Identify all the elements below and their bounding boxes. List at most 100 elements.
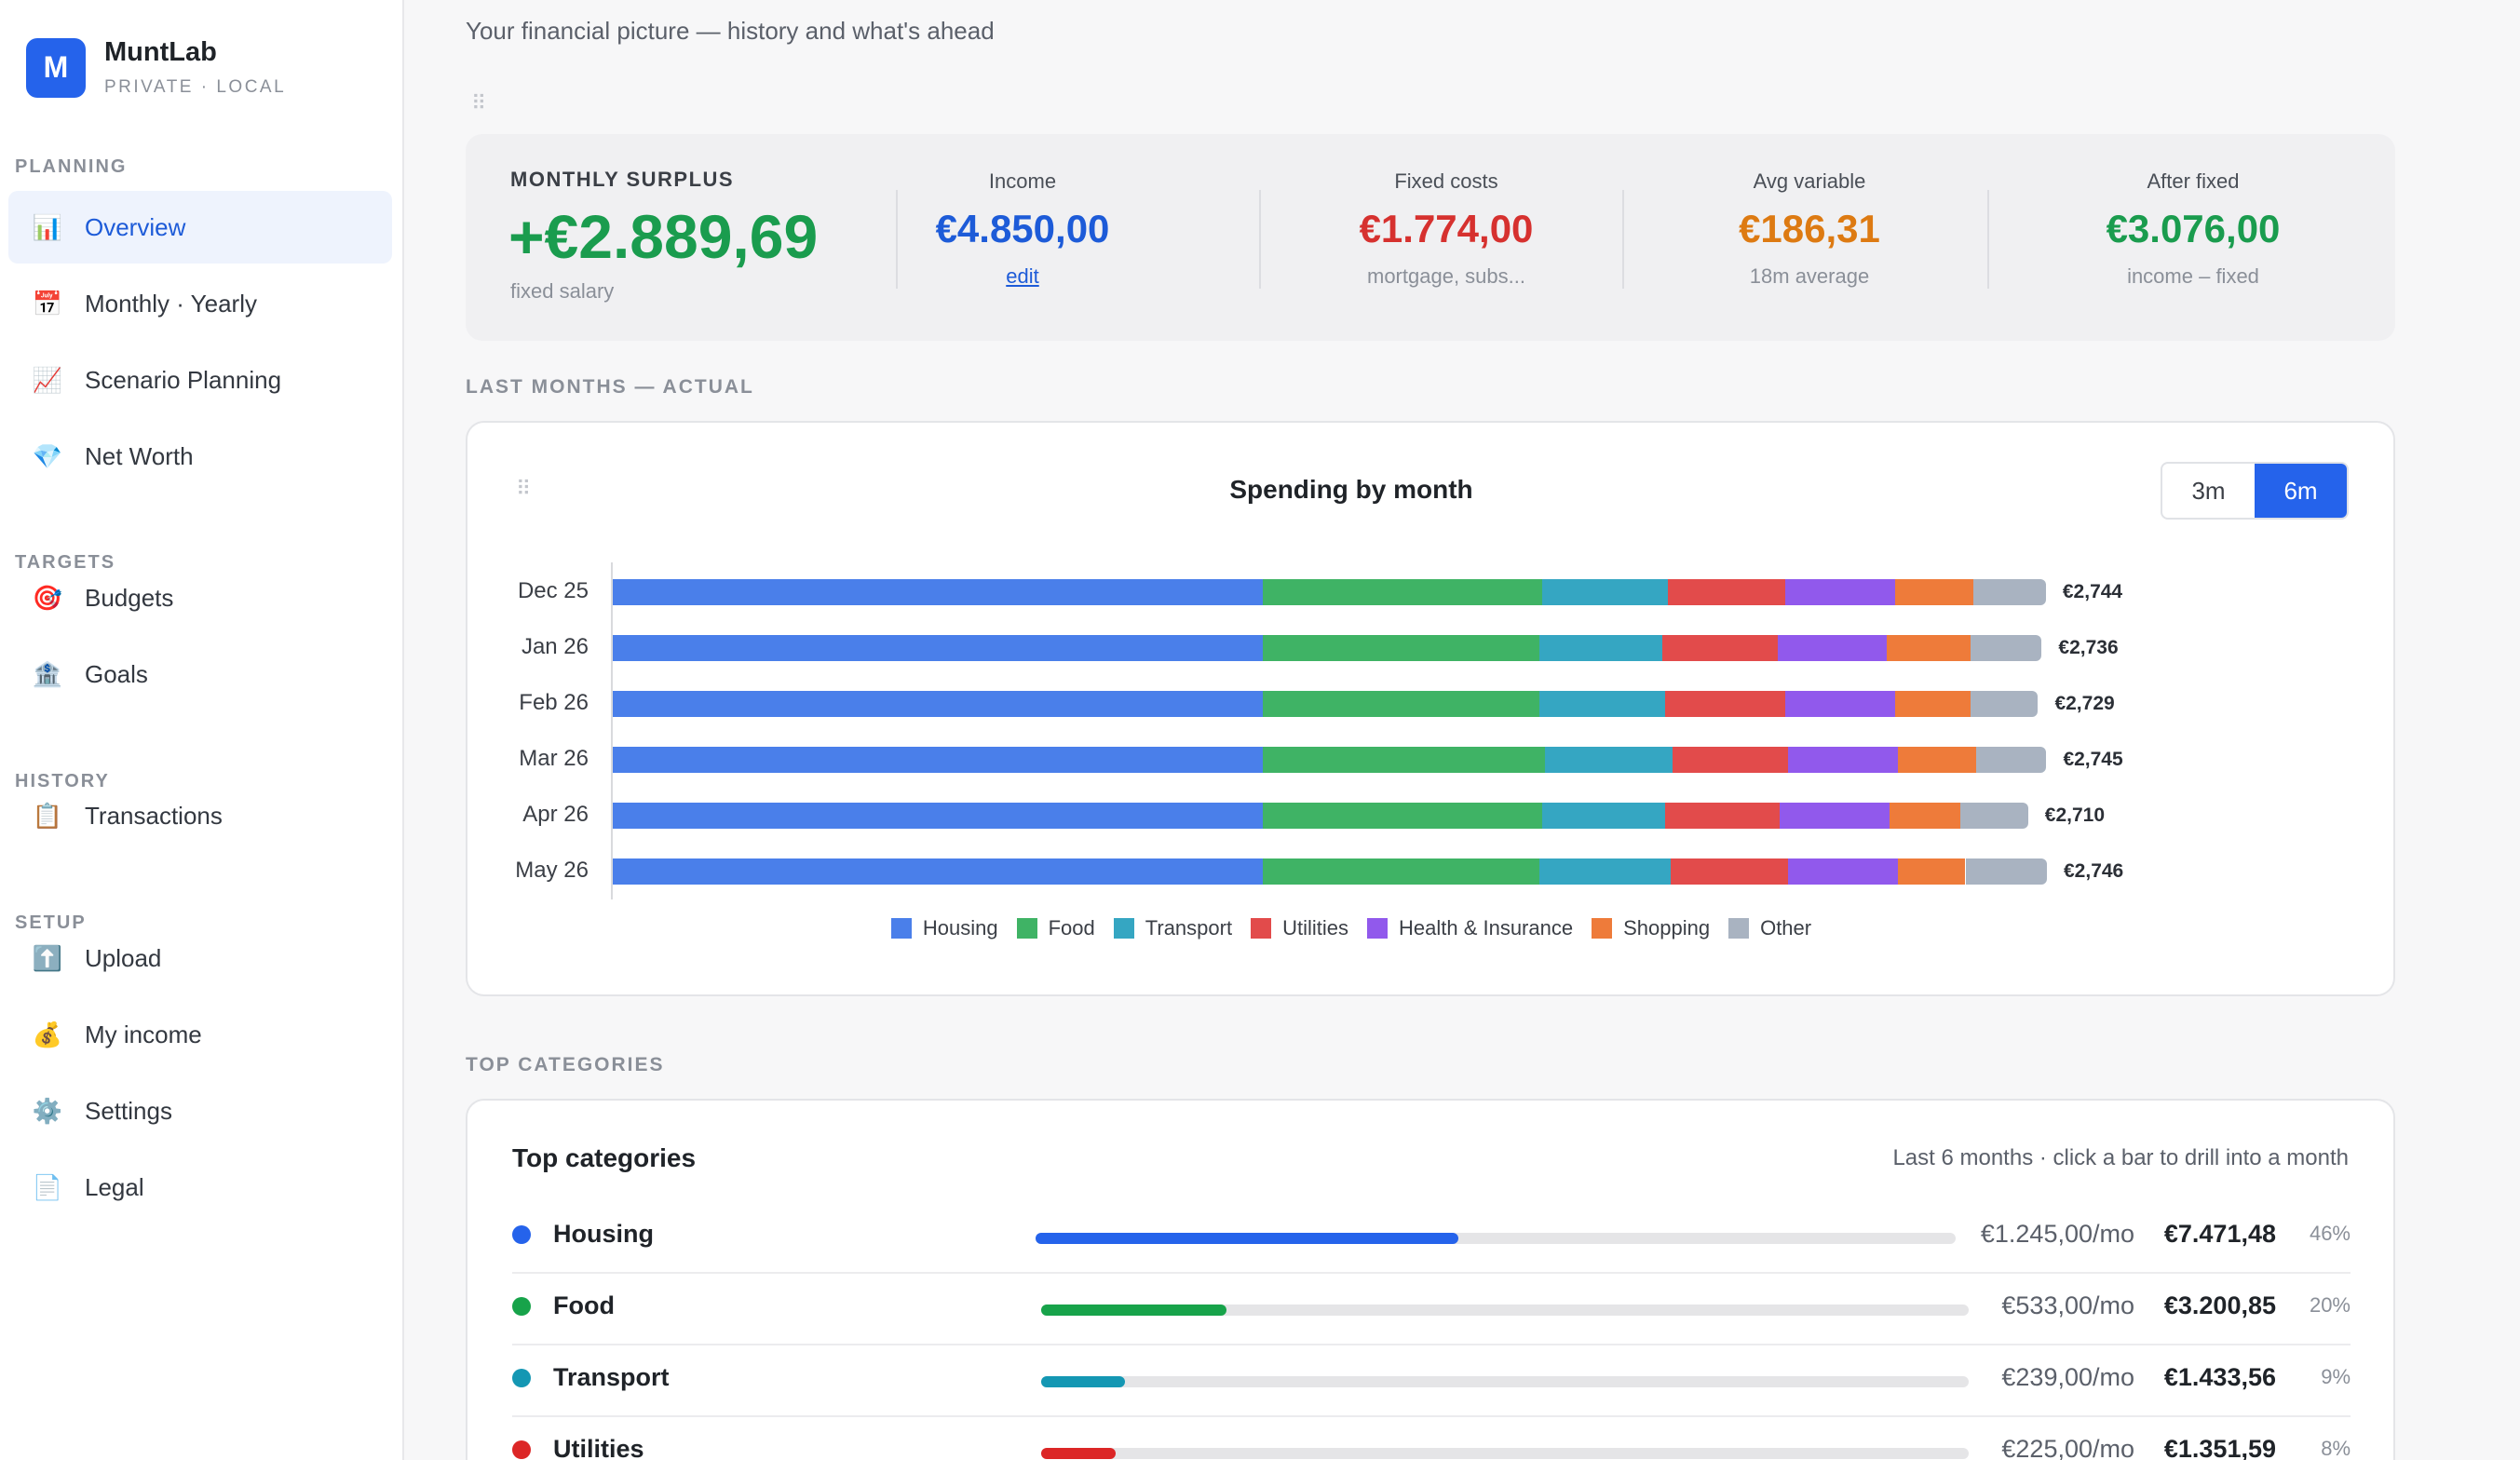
bar-segment-housing[interactable] xyxy=(613,803,1264,829)
bar-segment-health-insurance[interactable] xyxy=(1785,691,1895,717)
bar-segment-food[interactable] xyxy=(1263,635,1540,661)
sidebar-item-label: Settings xyxy=(85,1096,172,1125)
legend-item[interactable]: Shopping xyxy=(1592,916,1710,940)
bar-segment-transport[interactable] xyxy=(1542,803,1666,829)
category-row[interactable]: Transport €239,00/mo €1.433,56 9% xyxy=(512,1346,2351,1417)
target-icon: 🎯 xyxy=(32,583,63,612)
bar-segment-food[interactable] xyxy=(1263,747,1546,773)
stat-value: €186,31 xyxy=(1739,207,1880,250)
bar-segment-transport[interactable] xyxy=(1539,858,1671,885)
category-row[interactable]: Utilities €225,00/mo €1.351,59 8% xyxy=(512,1418,2351,1460)
legend-item[interactable]: Utilities xyxy=(1251,916,1348,940)
bar-category-label: Mar 26 xyxy=(519,746,589,771)
sidebar-item-budgets[interactable]: 🎯 Budgets xyxy=(8,561,392,634)
bar-segment-shopping[interactable] xyxy=(1894,579,1973,605)
bar-segment-shopping[interactable] xyxy=(1897,747,1976,773)
category-row[interactable]: Housing €1.245,00/mo €7.471,48 46% xyxy=(512,1203,2351,1274)
bar-segment-utilities[interactable] xyxy=(1673,747,1788,773)
bar-segment-other[interactable] xyxy=(1959,803,2028,829)
bar-total-label: €2,729 xyxy=(2054,693,2115,714)
bar-segment-utilities[interactable] xyxy=(1670,858,1788,885)
legend-item[interactable]: Food xyxy=(1016,916,1095,940)
category-monthly: €225,00/mo xyxy=(2001,1435,2134,1460)
bar-segment-other[interactable] xyxy=(1971,635,2042,661)
bar-segment-housing[interactable] xyxy=(613,858,1264,885)
sidebar-item-legal[interactable]: 📄 Legal xyxy=(8,1151,392,1223)
sidebar-item-overview[interactable]: 📊 Overview xyxy=(8,191,392,264)
category-bar[interactable] xyxy=(1036,1233,1956,1244)
surplus-value: +€2.889,69 xyxy=(508,202,819,271)
top-categories-card: Top categories Last 6 months · click a b… xyxy=(466,1099,2395,1460)
legend-item[interactable]: Housing xyxy=(890,916,998,940)
trend-icon: 📈 xyxy=(32,365,63,394)
bar-segment-food[interactable] xyxy=(1263,691,1540,717)
sidebar-item-scenario-planning[interactable]: 📈 Scenario Planning xyxy=(8,344,392,416)
bar-segment-food[interactable] xyxy=(1263,858,1540,885)
bar-segment-utilities[interactable] xyxy=(1665,691,1786,717)
bar-segment-transport[interactable] xyxy=(1539,691,1666,717)
bar-total-label: €2,745 xyxy=(2063,749,2123,770)
drag-handle-icon[interactable]: ⠿ xyxy=(471,91,486,115)
category-percent: 8% xyxy=(2321,1437,2351,1460)
category-bar[interactable] xyxy=(1041,1305,1969,1316)
bar-segment-housing[interactable] xyxy=(613,635,1264,661)
range-3m-button[interactable]: 3m xyxy=(2191,476,2226,505)
bar-segment-utilities[interactable] xyxy=(1667,579,1786,605)
bar-segment-health-insurance[interactable] xyxy=(1777,635,1888,661)
stat-label: Income xyxy=(988,169,1057,193)
brand-subtitle: PRIVATE · LOCAL xyxy=(104,77,287,97)
edit-income-link[interactable]: edit xyxy=(1006,264,1039,288)
bar-segment-transport[interactable] xyxy=(1545,747,1673,773)
sidebar-item-upload[interactable]: ⬆️ Upload xyxy=(8,922,392,994)
category-bar[interactable] xyxy=(1041,1376,1969,1387)
nav-section-title: HISTORY xyxy=(15,771,110,791)
bar-segment-food[interactable] xyxy=(1263,803,1543,829)
stat-label: Avg variable xyxy=(1753,169,1866,193)
bar-segment-transport[interactable] xyxy=(1542,579,1668,605)
bar-segment-health-insurance[interactable] xyxy=(1787,858,1898,885)
bar-segment-health-insurance[interactable] xyxy=(1780,803,1890,829)
bar-segment-shopping[interactable] xyxy=(1894,691,1971,717)
bar-segment-transport[interactable] xyxy=(1539,635,1663,661)
legend-label: Utilities xyxy=(1282,916,1348,940)
sidebar-item-net-worth[interactable]: 💎 Net Worth xyxy=(8,420,392,493)
bar-segment-other[interactable] xyxy=(1971,691,2039,717)
bar-segment-health-insurance[interactable] xyxy=(1785,579,1895,605)
sidebar-item-goals[interactable]: 🏦 Goals xyxy=(8,638,392,710)
category-bar-fill xyxy=(1041,1376,1125,1387)
category-dot xyxy=(512,1297,531,1316)
bar-segment-housing[interactable] xyxy=(613,691,1264,717)
category-name: Housing xyxy=(553,1220,654,1248)
category-row[interactable]: Food €533,00/mo €3.200,85 20% xyxy=(512,1275,2351,1345)
bar-total-label: €2,746 xyxy=(2064,860,2124,882)
bar-segment-shopping[interactable] xyxy=(1890,803,1960,829)
legend-label: Other xyxy=(1760,916,1812,940)
drag-handle-icon[interactable]: ⠿ xyxy=(516,477,531,500)
bar-segment-utilities[interactable] xyxy=(1665,803,1781,829)
sidebar-item-label: Scenario Planning xyxy=(85,365,282,394)
bar-segment-housing[interactable] xyxy=(613,747,1264,773)
category-dot xyxy=(512,1369,531,1387)
summary-card: MONTHLY SURPLUS +€2.889,69 fixed salary … xyxy=(466,134,2395,341)
legend-item[interactable]: Transport xyxy=(1113,916,1232,940)
document-icon: 📄 xyxy=(32,1172,63,1201)
sidebar-item-settings[interactable]: ⚙️ Settings xyxy=(8,1075,392,1147)
sidebar-item-monthly-yearly[interactable]: 📅 Monthly · Yearly xyxy=(8,267,392,340)
legend-item[interactable]: Other xyxy=(1728,916,1811,940)
bar-segment-utilities[interactable] xyxy=(1662,635,1778,661)
bar-segment-shopping[interactable] xyxy=(1887,635,1971,661)
legend-item[interactable]: Health & Insurance xyxy=(1366,916,1573,940)
category-bar[interactable] xyxy=(1041,1448,1969,1459)
bar-segment-housing[interactable] xyxy=(613,579,1264,605)
bar-segment-other[interactable] xyxy=(1975,747,2047,773)
sidebar-item-transactions[interactable]: 📋 Transactions xyxy=(8,779,392,852)
range-6m-button[interactable]: 6m xyxy=(2255,464,2347,518)
bar-segment-other[interactable] xyxy=(1965,858,2047,885)
brand[interactable]: M MuntLab PRIVATE · LOCAL xyxy=(26,37,286,98)
bar-segment-other[interactable] xyxy=(1972,579,2046,605)
bar-segment-food[interactable] xyxy=(1263,579,1543,605)
bar-segment-health-insurance[interactable] xyxy=(1787,747,1898,773)
bar-segment-shopping[interactable] xyxy=(1897,858,1966,885)
sidebar-item-my-income[interactable]: 💰 My income xyxy=(8,998,392,1071)
category-name: Transport xyxy=(553,1363,670,1391)
